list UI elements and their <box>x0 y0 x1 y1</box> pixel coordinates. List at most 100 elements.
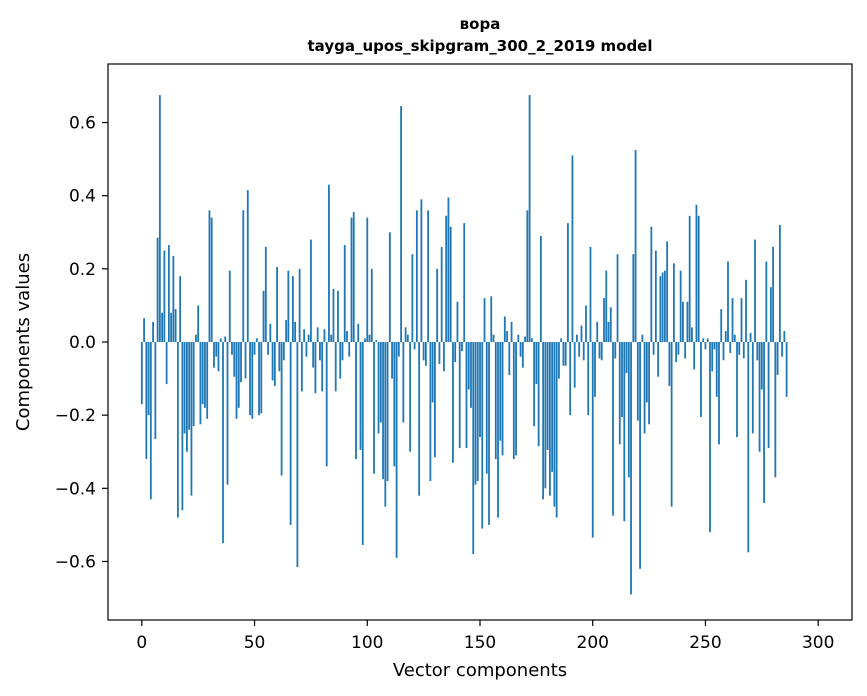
bar <box>704 342 707 350</box>
bar <box>745 279 747 342</box>
bar <box>672 263 675 342</box>
bar <box>650 226 653 342</box>
bar <box>235 342 238 419</box>
bar <box>729 342 732 353</box>
bar <box>648 342 650 425</box>
bar <box>562 342 565 366</box>
bar <box>370 268 373 342</box>
bar <box>418 342 421 496</box>
bar <box>321 342 324 392</box>
bar <box>165 342 168 385</box>
x-axis-ticks: 0 50 100 150 200 250 300 <box>136 620 834 653</box>
bar <box>359 342 362 450</box>
bar <box>596 321 599 342</box>
bar <box>560 338 563 342</box>
bar <box>485 342 488 474</box>
bar <box>149 342 152 500</box>
bar <box>310 239 312 342</box>
bar <box>517 334 520 342</box>
bar <box>346 331 348 342</box>
chart-title: вора <box>460 15 501 33</box>
bar <box>452 342 454 463</box>
bar <box>524 336 526 342</box>
bar <box>567 223 569 342</box>
bar <box>237 342 240 408</box>
y-axis-label: Components values <box>13 253 34 431</box>
bar <box>749 332 752 342</box>
bar <box>271 342 274 381</box>
bar <box>337 290 339 342</box>
bar <box>544 342 547 489</box>
bar <box>503 316 506 342</box>
bar <box>262 290 265 342</box>
x-tick-label: 0 <box>136 633 147 653</box>
bar <box>145 342 148 460</box>
bar <box>663 270 666 342</box>
bar <box>213 342 215 368</box>
bar <box>312 342 315 368</box>
bar <box>533 342 536 427</box>
bar <box>636 342 639 421</box>
bar <box>217 342 220 372</box>
bar <box>702 338 705 342</box>
bar <box>409 342 412 452</box>
bar <box>280 342 283 476</box>
bar <box>431 342 434 403</box>
bar <box>445 215 448 342</box>
bar <box>587 342 590 416</box>
bar <box>305 342 308 357</box>
bar <box>603 298 605 342</box>
bar <box>382 342 384 480</box>
bar <box>240 342 242 383</box>
bar <box>512 342 515 460</box>
y-tick-label: 0.6 <box>69 114 96 134</box>
bar <box>474 342 477 485</box>
bar <box>548 342 551 496</box>
bar <box>156 237 159 342</box>
bar <box>652 342 655 355</box>
bar <box>632 254 635 342</box>
bar <box>501 342 504 456</box>
bar <box>224 336 227 342</box>
bar <box>210 217 213 342</box>
bar <box>458 342 461 449</box>
bar <box>242 210 245 342</box>
bar <box>197 305 200 342</box>
bar <box>424 342 427 366</box>
bar <box>733 334 736 342</box>
bar <box>769 287 772 342</box>
bar <box>434 342 436 458</box>
bar <box>578 342 581 357</box>
bar <box>161 312 164 342</box>
bar <box>569 342 572 416</box>
bar <box>684 342 687 359</box>
bar <box>682 301 684 342</box>
bar <box>479 342 481 438</box>
bar <box>298 268 301 342</box>
bar <box>192 342 195 427</box>
bar <box>391 342 393 379</box>
bar <box>269 323 272 342</box>
bar <box>357 323 360 342</box>
bar <box>736 342 738 438</box>
bar <box>413 342 416 350</box>
bar <box>147 342 150 416</box>
y-tick-label: 0.0 <box>69 333 96 353</box>
bar <box>668 342 671 386</box>
bar <box>300 342 303 392</box>
bar <box>740 298 743 342</box>
chart-subtitle: tayga_upos_skipgram_300_2_2019 model <box>308 37 653 55</box>
bar <box>373 342 375 474</box>
bar <box>206 342 209 419</box>
bar <box>395 342 398 558</box>
bar <box>402 342 405 423</box>
bar <box>440 246 443 342</box>
bar <box>720 309 723 342</box>
bar <box>598 342 601 359</box>
bar <box>515 342 517 456</box>
bar <box>639 342 641 569</box>
bar <box>697 215 700 342</box>
bar <box>492 334 495 342</box>
bar <box>282 342 285 361</box>
